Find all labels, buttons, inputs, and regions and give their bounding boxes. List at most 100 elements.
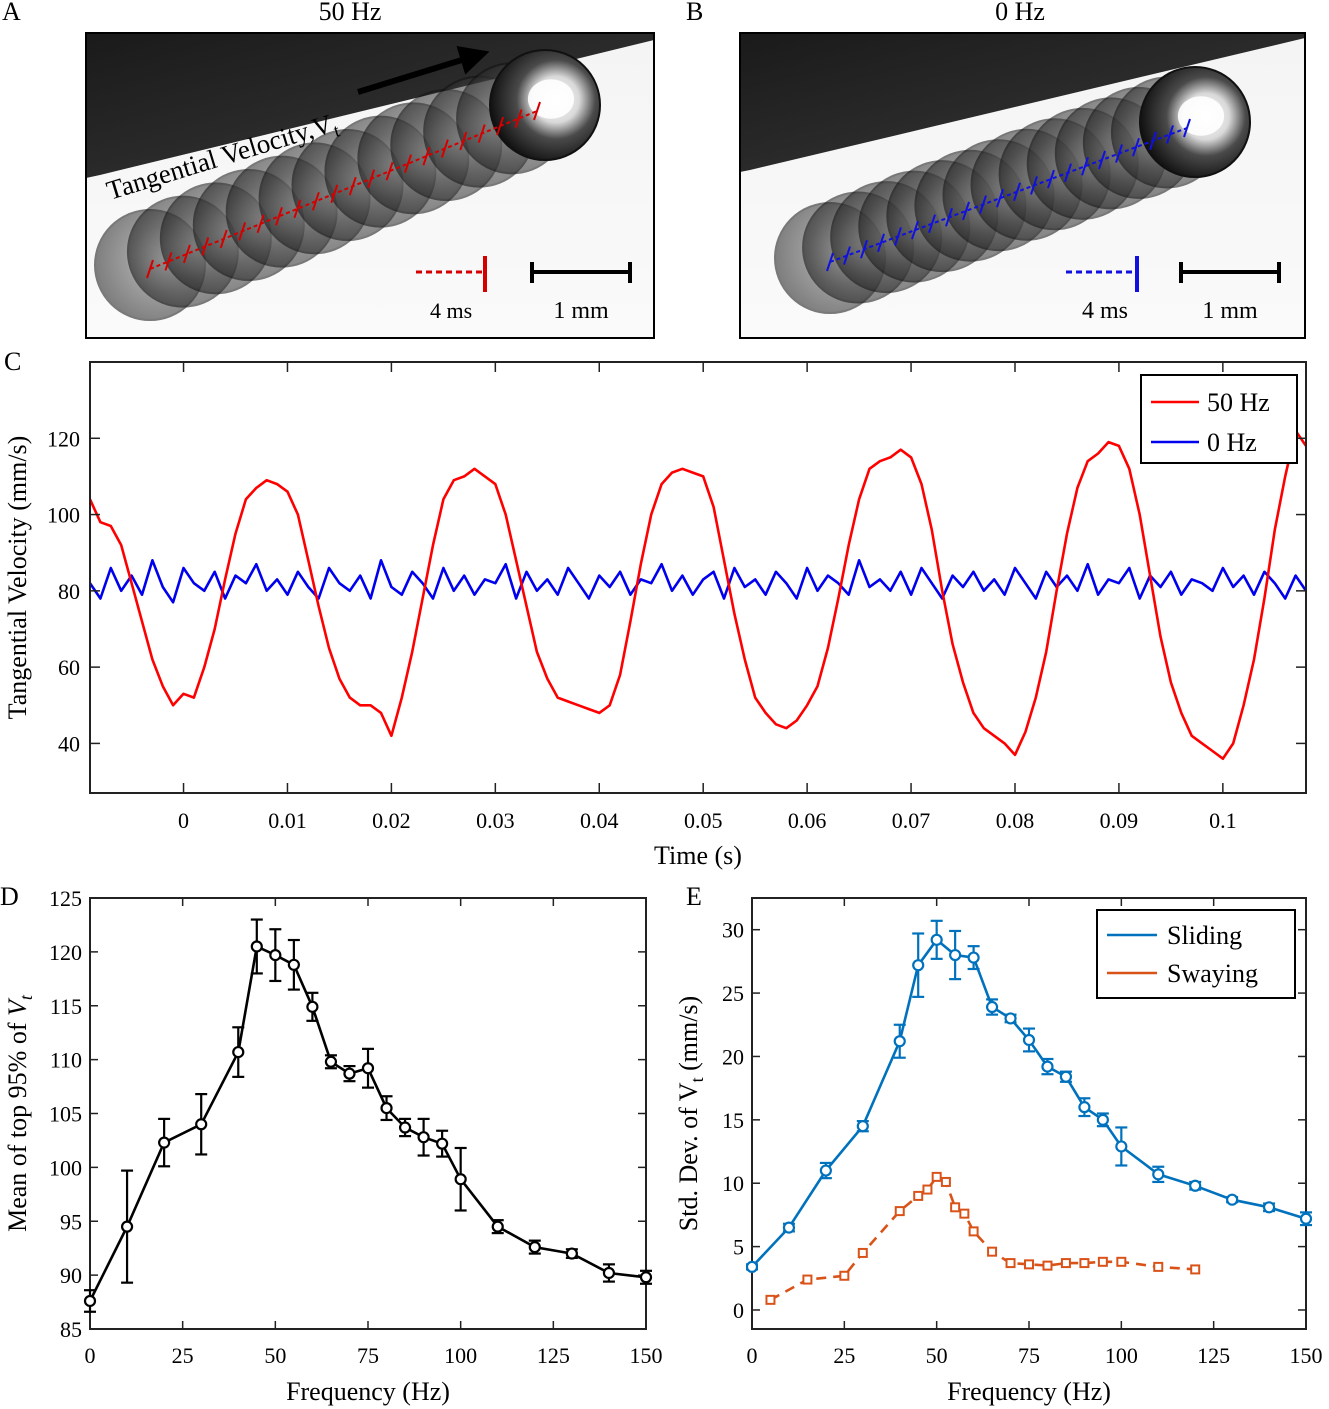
data-point	[1022, 1033, 1036, 1047]
x-tick-label: 0.1	[1209, 808, 1237, 833]
y-tick-label: 120	[49, 940, 82, 965]
legend-entry: 50 Hz	[1207, 388, 1270, 417]
legend-e	[1096, 909, 1296, 999]
series-line	[88, 944, 647, 1302]
y-tick-label: 105	[49, 1102, 82, 1127]
data-point	[1299, 1212, 1313, 1225]
panel-a: A 50 Hz Tangential Velocity,Vt 4 ms 1 mm	[2, 0, 655, 339]
y-axis-label: Tangential Velocity (mm/s)	[3, 436, 32, 720]
data-point	[802, 1274, 813, 1285]
legend-entry: Swaying	[1167, 959, 1258, 988]
data-point	[931, 1171, 942, 1182]
data-point	[1096, 1113, 1109, 1126]
y-tick-label: 40	[58, 731, 80, 756]
y-tick-label: 80	[58, 579, 80, 604]
panel-e-letter: E	[686, 882, 702, 911]
length-scale-label-b: 1 mm	[1202, 298, 1258, 324]
x-tick-label: 125	[537, 1343, 570, 1368]
data-point	[380, 1102, 393, 1115]
y-tick-label: 95	[60, 1209, 82, 1234]
y-tick-label: 0	[733, 1298, 744, 1323]
y-tick-label: 20	[722, 1044, 744, 1069]
x-tick-label: 25	[172, 1343, 194, 1368]
y-tick-label: 15	[722, 1108, 744, 1133]
data-point	[1059, 1070, 1073, 1083]
x-tick-label: 0.06	[788, 808, 827, 833]
data-point	[967, 951, 980, 964]
x-tick-label: 0.05	[684, 808, 723, 833]
x-tick-label: 75	[1018, 1343, 1040, 1368]
data-point	[1190, 1264, 1201, 1275]
data-point	[1226, 1193, 1239, 1206]
panel-d-letter: D	[0, 882, 19, 911]
x-tick-label: 50	[926, 1343, 948, 1368]
x-axis-label: Frequency (Hz)	[286, 1377, 450, 1406]
legend-entry: Sliding	[1167, 921, 1242, 950]
x-tick-label: 0	[747, 1343, 758, 1368]
data-point	[893, 1035, 906, 1048]
x-tick-label: 0.02	[372, 808, 411, 833]
panel-b-photo	[740, 33, 1305, 338]
panel-c-chart: C 0 0.01 0.02 0.03 0.04 0.05 0.06 0.07 0.08 0.09 0…	[3, 347, 1307, 870]
time-scale-label-a: 4 ms	[430, 298, 472, 323]
data-point	[195, 1118, 208, 1131]
x-tick-label: 50	[264, 1343, 286, 1368]
y-tick-label: 90	[60, 1263, 82, 1288]
data-point	[232, 1045, 245, 1059]
x-tick-label: 0.04	[580, 808, 619, 833]
data-point	[1189, 1179, 1202, 1192]
data-point	[1079, 1258, 1090, 1269]
data-point	[1115, 1140, 1128, 1153]
data-point	[565, 1247, 578, 1260]
data-point	[639, 1271, 653, 1284]
data-point	[1004, 1012, 1017, 1025]
data-point	[250, 940, 263, 953]
x-tick-label: 25	[833, 1343, 855, 1368]
data-point	[287, 958, 300, 971]
time-scale-label-b: 4 ms	[1082, 298, 1128, 324]
x-tick-label: 0.01	[268, 808, 307, 833]
series-line-sliding	[751, 937, 1307, 1268]
y-tick-label: 25	[722, 981, 744, 1006]
y-axis-label: Std. Dev. of Vt (mm/s)	[674, 996, 707, 1231]
panel-d-chart: D 0 25 50 75 100 125 150 85 90 95 100 105 110 115 120 1…	[0, 882, 663, 1406]
data-point	[1152, 1168, 1165, 1181]
y-axis-label: Mean of top 95% of Vt	[3, 994, 36, 1232]
data-point	[839, 1270, 850, 1281]
data-point	[950, 1202, 961, 1213]
data-point	[987, 1246, 998, 1257]
panel-b-title: 0 Hz	[995, 0, 1045, 26]
plot-frame-c	[89, 361, 1307, 794]
data-point	[930, 933, 943, 946]
data-point	[398, 1121, 412, 1134]
panel-a-photo	[86, 33, 654, 338]
data-point	[528, 1241, 541, 1254]
data-point	[985, 1000, 999, 1014]
y-tick-label: 100	[47, 503, 80, 528]
panel-a-title: 50 Hz	[319, 0, 382, 26]
y-tick-label: 60	[58, 655, 80, 680]
x-axis-label: Time (s)	[654, 841, 742, 870]
series-line-swaying	[769, 1175, 1196, 1301]
data-point	[1078, 1101, 1091, 1114]
y-tick-label: 100	[49, 1155, 82, 1180]
x-tick-label: 0.07	[892, 808, 931, 833]
legend-c	[1140, 374, 1298, 464]
data-point	[1005, 1258, 1016, 1269]
data-point	[120, 1220, 134, 1233]
data-point	[361, 1062, 375, 1075]
data-point	[949, 948, 962, 962]
y-tick-label: 10	[722, 1171, 744, 1196]
data-point	[959, 1208, 970, 1219]
data-point	[856, 1120, 869, 1133]
y-tick-label: 110	[50, 1048, 82, 1073]
data-point	[819, 1164, 832, 1177]
x-tick-label: 125	[1197, 1343, 1230, 1368]
x-tick-label: 0.09	[1100, 808, 1139, 833]
x-tick-label: 150	[630, 1343, 663, 1368]
panel-b: B 0 Hz 4 ms 1 mm	[686, 0, 1306, 339]
length-scale-label-a: 1 mm	[553, 298, 609, 324]
series-line-0-hz	[90, 558, 1306, 604]
panel-b-letter: B	[686, 0, 703, 26]
data-point	[913, 1190, 924, 1201]
